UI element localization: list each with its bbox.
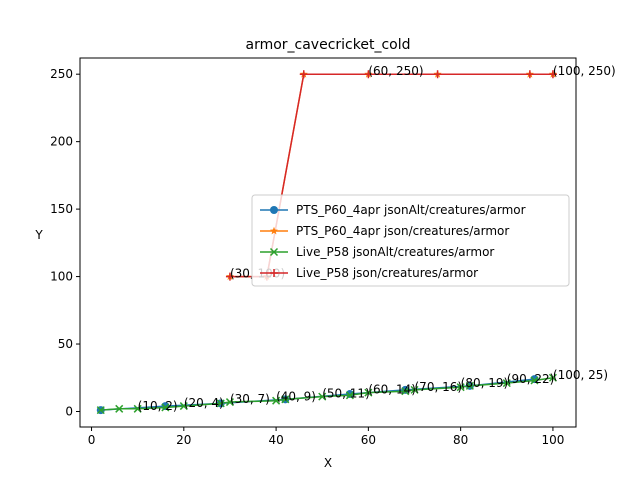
data-point [502, 379, 511, 388]
x-tick-label: 80 [453, 433, 468, 447]
annotation-layer: (10, 2) (20, 4) (30, 7) (40, 9) (50, 11)(60,… [138, 64, 616, 413]
data-label: (100, 25) [553, 368, 608, 382]
y-tick-label: 50 [58, 337, 73, 351]
data-point [456, 383, 465, 392]
data-label: (30, 7) [230, 392, 270, 406]
data-point [465, 381, 474, 390]
data-point [179, 402, 188, 411]
legend-label: PTS_P60_4apr json/creatures/armor [296, 224, 509, 238]
y-tick-label: 250 [50, 67, 73, 81]
data-point [272, 396, 281, 405]
data-label: (80, 19) [461, 376, 509, 390]
x-axis-label: X [324, 456, 332, 470]
legend-entry: Live_P58 json/creatures/armor [260, 266, 478, 280]
x-tick-label: 60 [361, 433, 376, 447]
legend-label: Live_P58 jsonAlt/creatures/armor [296, 245, 494, 259]
y-tick-label: 200 [50, 135, 73, 149]
data-point [525, 70, 534, 79]
data-point [318, 392, 327, 401]
series-3 [96, 373, 557, 415]
data-label: (100, 250) [553, 64, 616, 78]
data-label: (20, 4) [184, 396, 224, 410]
data-point [281, 395, 290, 404]
legend-entry: Live_P58 jsonAlt/creatures/armor [260, 245, 494, 259]
data-point [270, 206, 278, 214]
data-point [401, 387, 410, 396]
y-tick-label: 150 [50, 202, 73, 216]
chart-title: armor_cavecricket_cold [245, 37, 410, 53]
data-point [225, 272, 234, 281]
data-point [345, 391, 354, 400]
data-label: (40, 9) [276, 389, 316, 403]
data-label: (60, 14) [368, 383, 416, 397]
data-point [161, 403, 170, 412]
x-axis: 0 20 40 60 80 100 [88, 427, 564, 447]
data-point [216, 399, 225, 408]
data-point [133, 404, 142, 413]
y-tick-label: 0 [65, 404, 73, 418]
data-label: (60, 250) [368, 64, 423, 78]
legend-entry: PTS_P60_4apr jsonAlt/creatures/armor [260, 203, 526, 217]
y-axis-label: Y [34, 228, 43, 242]
y-tick-label: 100 [50, 270, 73, 284]
data-label: (10, 2) [138, 399, 178, 413]
data-point [364, 70, 373, 79]
legend-label: Live_P58 json/creatures/armor [296, 266, 478, 280]
data-point [225, 398, 234, 407]
data-point [270, 269, 278, 277]
data-label: (70, 16) [415, 380, 463, 394]
x-tick-label: 20 [176, 433, 191, 447]
data-point [115, 404, 124, 413]
x-tick-label: 0 [88, 433, 96, 447]
data-point [299, 70, 308, 79]
legend-entry: PTS_P60_4apr json/creatures/armor [260, 224, 509, 238]
data-point [364, 388, 373, 397]
y-axis: 0 50 100 150 200 250 [50, 67, 80, 418]
x-tick-label: 100 [541, 433, 564, 447]
data-point [269, 247, 279, 257]
data-label: (50, 11) [322, 387, 370, 401]
axes-frame [79, 57, 577, 428]
legend: PTS_P60_4apr jsonAlt/creatures/armor PTS_… [251, 194, 570, 287]
legend-label: PTS_P60_4apr jsonAlt/creatures/armor [296, 203, 526, 217]
data-point [270, 226, 278, 235]
data-point [410, 385, 419, 394]
data-point [548, 373, 557, 382]
data-point [548, 70, 557, 79]
x-tick-label: 40 [268, 433, 283, 447]
data-point [530, 376, 539, 385]
data-point [433, 70, 442, 79]
data-label: (90, 22) [507, 372, 555, 386]
data-point [96, 406, 105, 415]
legend-box [251, 194, 570, 287]
